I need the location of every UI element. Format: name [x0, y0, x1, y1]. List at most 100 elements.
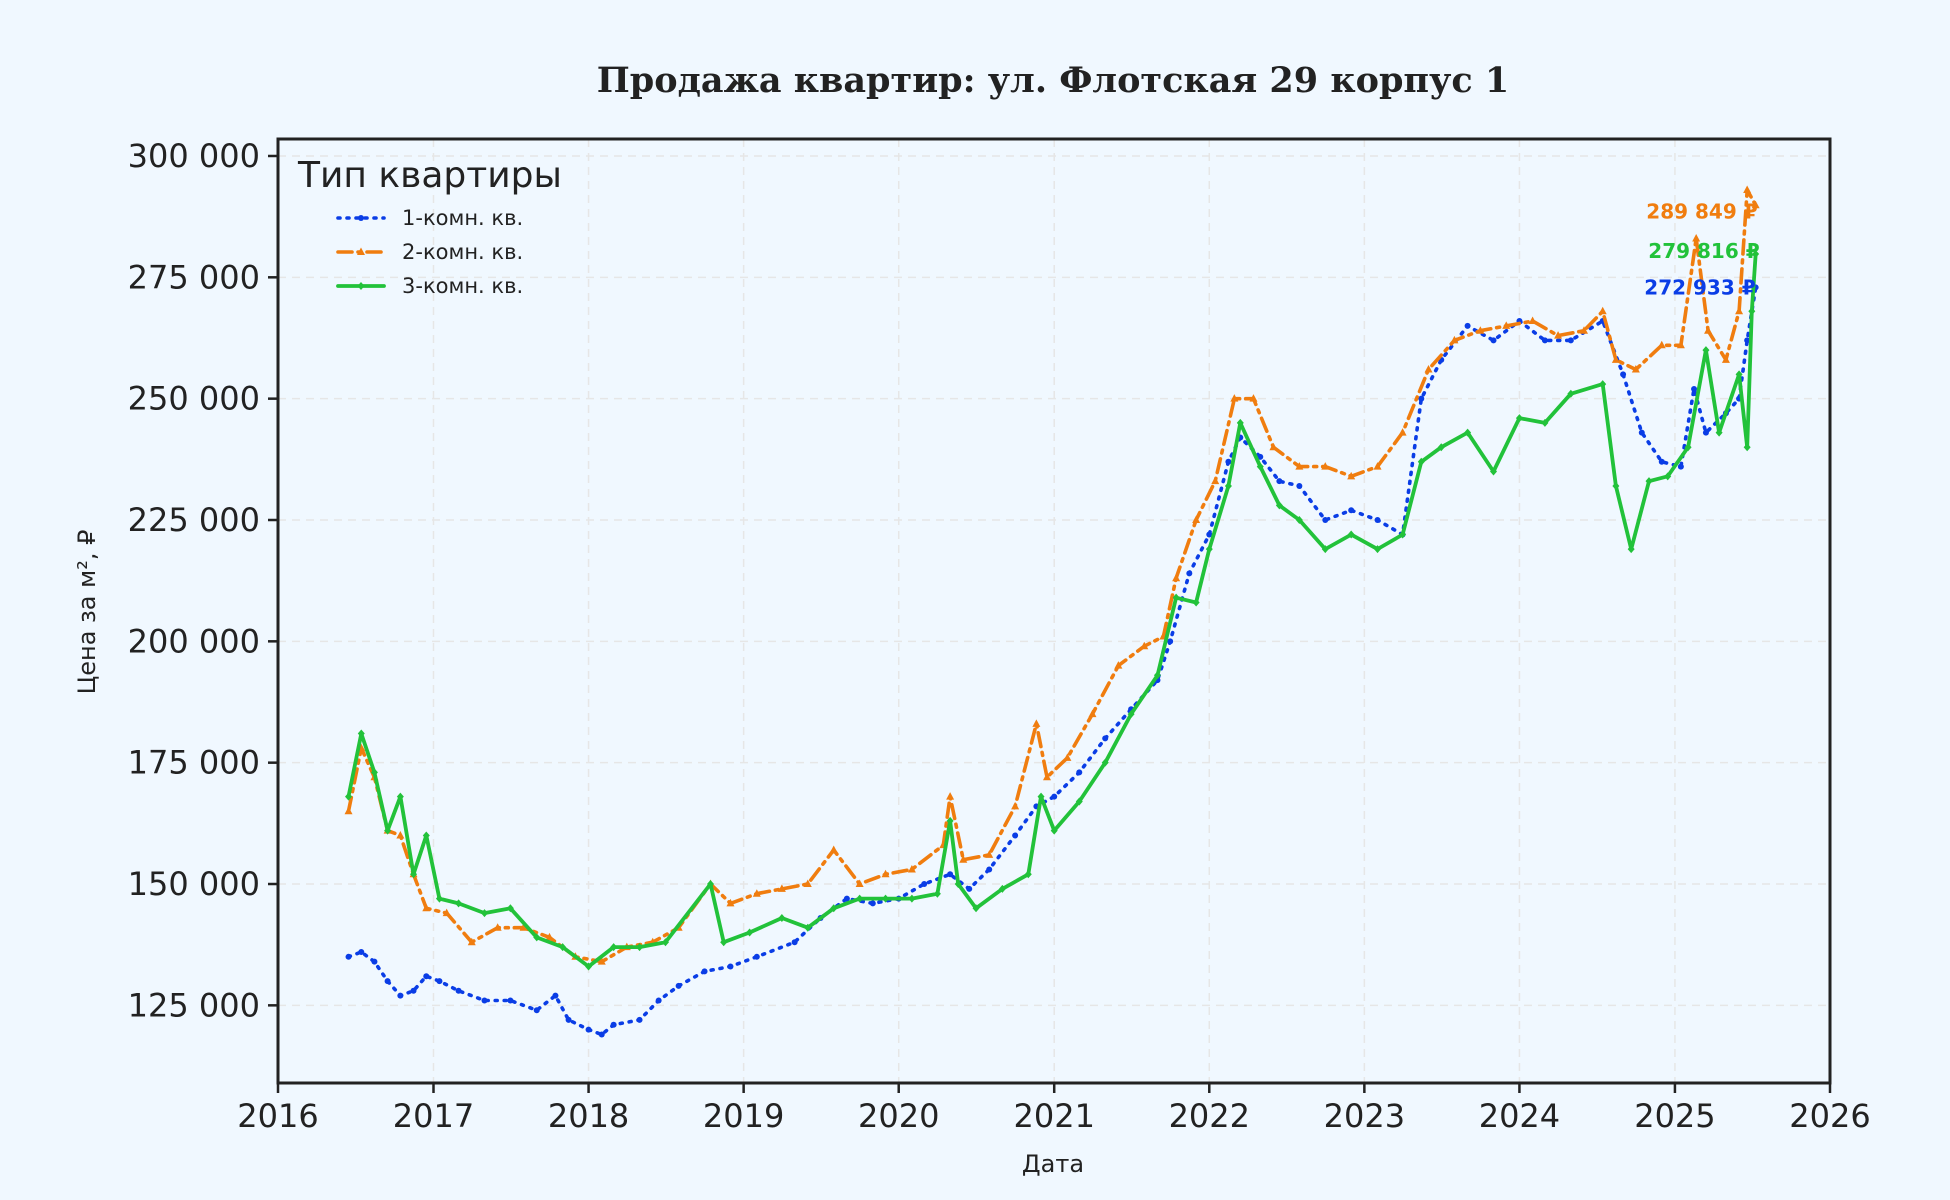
- data-point: [1399, 530, 1407, 539]
- data-point: [966, 885, 973, 892]
- data-point: [1269, 442, 1278, 451]
- data-point: [345, 792, 353, 801]
- data-point: [986, 866, 993, 873]
- data-point: [1205, 545, 1213, 554]
- axes-layer: [268, 137, 1832, 1093]
- data-point: [791, 939, 798, 946]
- data-point: [1631, 365, 1640, 373]
- x-tick-label: 2025: [1634, 1097, 1715, 1135]
- data-point: [1627, 545, 1635, 554]
- data-point: [1743, 443, 1751, 452]
- data-point: [829, 845, 838, 854]
- x-tick-label: 2023: [1324, 1097, 1405, 1135]
- data-point: [1743, 185, 1752, 193]
- data-point: [636, 1016, 643, 1023]
- data-point: [1599, 380, 1607, 389]
- data-point: [1515, 414, 1523, 423]
- data-point: [1735, 370, 1743, 379]
- data-point: [1748, 307, 1756, 316]
- data-point: [1114, 661, 1123, 669]
- data-point: [436, 978, 443, 985]
- data-point: [1186, 570, 1193, 577]
- data-point: [1236, 418, 1244, 427]
- data-point: [1295, 515, 1303, 524]
- data-point: [1256, 462, 1264, 471]
- data-point: [1373, 462, 1382, 470]
- data-point: [907, 864, 916, 873]
- x-tick-label: 2022: [1169, 1097, 1250, 1135]
- data-point: [1424, 365, 1433, 373]
- data-point: [1704, 326, 1713, 334]
- data-point: [947, 871, 954, 878]
- data-point: [1664, 472, 1672, 481]
- data-point: [1276, 478, 1283, 485]
- data-point: [1102, 735, 1109, 742]
- data-point: [746, 928, 754, 937]
- x-axis-label: Дата: [1022, 1150, 1084, 1178]
- data-point: [727, 963, 734, 970]
- data-point: [946, 792, 955, 800]
- data-point: [493, 923, 502, 931]
- data-point: [1127, 710, 1135, 719]
- data-point: [954, 880, 962, 889]
- data-point: [1752, 249, 1760, 258]
- data-point: [397, 992, 404, 999]
- legend-label: 3-комн. кв.: [402, 274, 523, 298]
- series-line: [346, 252, 1758, 969]
- data-point: [1225, 458, 1232, 465]
- data-point: [1249, 394, 1258, 402]
- x-tick-label: 2021: [1013, 1097, 1094, 1135]
- data-point: [1528, 316, 1537, 325]
- data-point: [1541, 418, 1549, 427]
- data-point: [777, 884, 786, 892]
- data-point: [1684, 443, 1692, 452]
- labels-layer: 125 000 150 000 175 000 200 000 225 000 250 0…: [128, 137, 1871, 1135]
- data-point: [985, 850, 994, 858]
- data-point: [1257, 453, 1264, 460]
- data-point: [598, 1031, 605, 1038]
- data-point: [1751, 200, 1760, 209]
- series-1: [345, 284, 1759, 1038]
- data-point: [843, 895, 850, 902]
- chart-title: Продажа квартир: ул. Флотская 29 корпус …: [597, 60, 1510, 101]
- x-tick-label: 2018: [548, 1097, 629, 1135]
- data-point: [610, 943, 618, 952]
- x-tick-label: 2026: [1789, 1097, 1870, 1135]
- data-point: [344, 806, 353, 815]
- x-tick-label: 2020: [858, 1097, 939, 1135]
- data-point: [597, 957, 606, 965]
- data-point: [1167, 638, 1174, 645]
- legend-label: 2-комн. кв.: [402, 240, 523, 264]
- data-point: [921, 881, 928, 888]
- legend-marker: [357, 282, 365, 290]
- series-3: [345, 249, 1760, 971]
- x-tick-label: 2016: [237, 1097, 318, 1135]
- data-point: [946, 816, 954, 825]
- data-point: [357, 729, 365, 738]
- data-point: [881, 869, 890, 878]
- data-point: [1296, 483, 1303, 490]
- data-point: [1658, 458, 1665, 465]
- data-point: [972, 904, 980, 913]
- data-point: [480, 909, 488, 918]
- data-point: [1042, 772, 1051, 781]
- y-axis-label: Цена за м², ₽: [73, 530, 101, 695]
- data-point: [1011, 801, 1020, 810]
- data-point: [1398, 428, 1407, 436]
- data-point: [507, 997, 514, 1004]
- data-point: [1502, 321, 1511, 329]
- data-point: [1721, 355, 1730, 363]
- data-point: [1321, 545, 1329, 554]
- data-point: [455, 987, 462, 994]
- data-point: [1612, 482, 1620, 491]
- data-point: [1620, 371, 1627, 378]
- data-point: [435, 894, 443, 903]
- data-point: [998, 884, 1006, 893]
- series-2: [344, 185, 1760, 965]
- data-point: [396, 830, 405, 839]
- data-point: [1224, 482, 1232, 491]
- data-point: [506, 904, 514, 913]
- x-tick-label: 2017: [393, 1097, 474, 1135]
- data-point: [396, 792, 404, 801]
